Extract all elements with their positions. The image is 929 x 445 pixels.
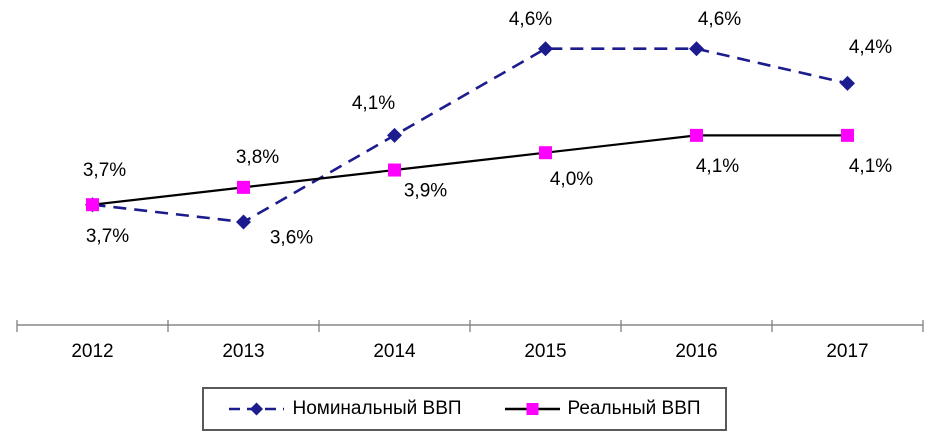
square-marker xyxy=(526,403,539,415)
x-axis-year-label: 2015 xyxy=(524,341,566,362)
diamond-marker xyxy=(538,41,553,57)
diamond-marker xyxy=(250,402,264,416)
square-marker xyxy=(841,128,854,142)
data-point-label: 4,4% xyxy=(849,37,892,58)
data-point-label: 4,1% xyxy=(352,93,395,114)
x-axis-year-label: 2012 xyxy=(71,341,113,362)
plot-area: 2012 2013 2014 2015 2016 2017 3,7% 3,6% 4,1% 4,6%… xyxy=(16,9,924,362)
legend-label-nominal: Номинальный ВВП xyxy=(292,398,462,419)
diamond-marker xyxy=(236,214,251,230)
legend-item-nominal: Номинальный ВВП xyxy=(228,398,462,420)
nominal-line-swatch xyxy=(229,402,285,416)
legend-label-real: Реальный ВВП xyxy=(567,398,701,419)
data-point-label: 4,6% xyxy=(509,9,552,30)
square-marker xyxy=(86,198,99,212)
x-axis-year-label: 2016 xyxy=(675,341,717,362)
diamond-marker xyxy=(840,75,855,91)
real-line-swatch xyxy=(504,403,560,415)
diamond-marker xyxy=(689,41,704,57)
data-point-label: 4,0% xyxy=(550,169,593,190)
legend-box: Номинальный ВВП Реальный ВВП xyxy=(202,387,727,431)
data-point-label: 4,1% xyxy=(696,156,739,177)
legend-item-real: Реальный ВВП xyxy=(504,398,701,420)
square-marker xyxy=(539,146,552,160)
diamond-marker xyxy=(387,127,402,143)
data-point-label: 3,9% xyxy=(404,181,447,202)
data-point-label: 4,6% xyxy=(698,9,741,30)
series-line-0 xyxy=(92,47,848,224)
data-point-label: 4,1% xyxy=(849,156,892,177)
square-marker xyxy=(388,163,401,177)
data-point-label: 3,8% xyxy=(236,147,279,168)
x-axis-year-label: 2014 xyxy=(373,341,416,362)
x-axis-year-label: 2017 xyxy=(826,341,868,362)
chart-legend: Номинальный ВВП Реальный ВВП xyxy=(0,387,929,431)
data-point-label: 3,6% xyxy=(270,228,313,249)
x-axis-year-label: 2013 xyxy=(222,341,264,362)
series-line-1 xyxy=(92,134,848,206)
data-point-label: 3,7% xyxy=(86,226,129,247)
square-marker xyxy=(690,128,703,142)
data-point-label: 3,7% xyxy=(83,160,126,181)
square-marker xyxy=(237,180,250,194)
